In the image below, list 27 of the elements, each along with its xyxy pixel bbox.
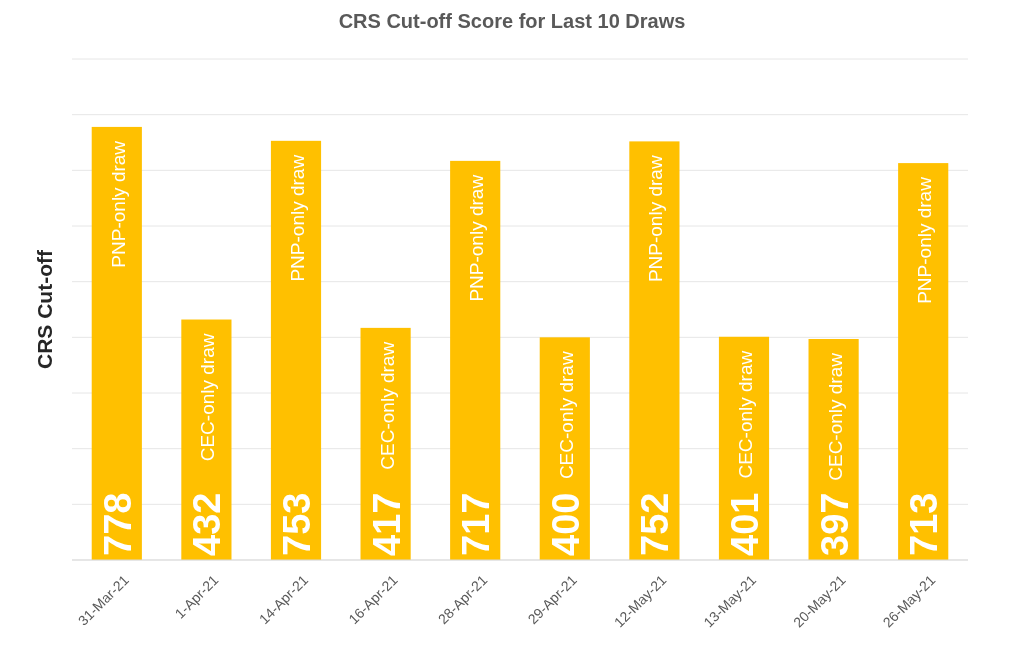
data-label: 778: [96, 492, 139, 556]
data-label: 752: [634, 492, 677, 556]
annotation: PNP-only draw: [107, 140, 129, 268]
annotation: PNP-only draw: [287, 154, 308, 282]
annotation: CEC-only draw: [824, 352, 846, 481]
annotation: CEC-only draw: [555, 351, 577, 480]
bar: [270, 140, 322, 560]
data-label: 432: [186, 492, 229, 556]
annotation: PNP-only draw: [645, 155, 667, 283]
data-label: 397: [813, 492, 856, 556]
bar: [450, 160, 501, 560]
data-label: 713: [903, 492, 946, 556]
data-label: 717: [455, 492, 498, 556]
data-label: 400: [544, 492, 587, 556]
annotation: CEC-only draw: [735, 350, 756, 479]
data-label: 753: [276, 492, 318, 556]
bar: [91, 126, 142, 560]
bar: [898, 163, 949, 560]
y-axis-title: CRS Cut-off: [33, 249, 56, 369]
annotation: PNP-only draw: [914, 176, 936, 304]
bar: [629, 141, 680, 560]
data-label: 417: [365, 492, 408, 556]
annotation: CEC-only draw: [197, 333, 219, 462]
data-label: 401: [724, 492, 766, 556]
annotation: PNP-only draw: [466, 174, 488, 302]
chart-title: CRS Cut-off Score for Last 10 Draws: [338, 10, 686, 32]
annotation: CEC-only draw: [376, 341, 398, 470]
